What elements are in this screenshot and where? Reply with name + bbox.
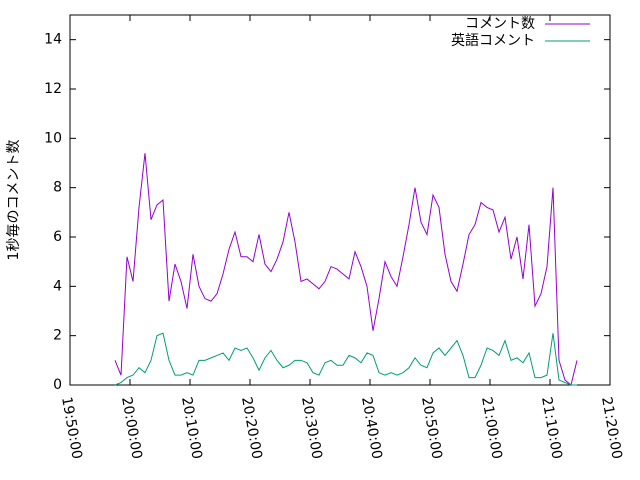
y-tick-label: 0 — [53, 377, 62, 393]
x-tick-label: 19:50:00 — [58, 396, 85, 461]
x-tick-label: 20:20:00 — [238, 396, 265, 461]
x-tick-label: 20:30:00 — [298, 396, 325, 461]
y-tick-label: 6 — [53, 229, 62, 245]
y-tick-label: 10 — [44, 130, 62, 146]
x-tick-label: 21:20:00 — [598, 396, 625, 461]
legend-label: コメント数 — [465, 16, 535, 32]
series-line — [114, 332, 577, 386]
legend-label: 英語コメント — [451, 32, 535, 49]
y-tick-label: 2 — [53, 328, 62, 344]
y-tick-label: 4 — [53, 278, 62, 294]
y-tick-label: 8 — [53, 180, 62, 196]
y-axis-label: 1秒毎のコメント数 — [6, 140, 22, 261]
y-tick-label: 12 — [44, 81, 62, 97]
x-tick-label: 20:40:00 — [358, 396, 385, 461]
x-tick-label: 21:10:00 — [538, 396, 565, 461]
y-tick-label: 14 — [44, 32, 62, 48]
x-tick-label: 20:10:00 — [178, 396, 205, 461]
x-tick-label: 21:00:00 — [478, 396, 505, 461]
x-tick-label: 20:00:00 — [118, 396, 145, 461]
x-tick-label: 20:50:00 — [418, 396, 445, 461]
plot-frame — [69, 14, 611, 386]
series-line — [114, 153, 578, 386]
